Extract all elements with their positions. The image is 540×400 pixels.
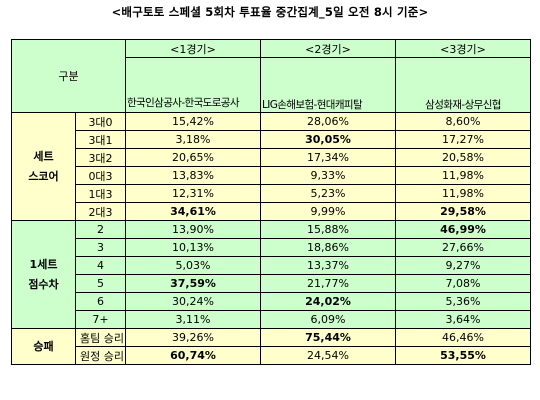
value-cell: 17,34% [260,148,396,167]
group-name-line1: 1세트 [29,257,58,271]
table-row: 원정 승리 60,74% 24,54% 53,55% [12,346,531,365]
value-cell: 11,98% [395,184,531,203]
table-row: 3대1 3,18% 30,05% 17,27% [12,130,531,149]
value-cell: 5,36% [395,292,531,311]
row-label: 3대1 [75,130,126,149]
table-row: 2대3 34,61% 9,99% 29,58% [12,202,531,221]
value-cell: 9,33% [260,166,396,185]
value-cell: 60,74% [125,346,261,365]
value-cell: 53,55% [395,346,531,365]
value-cell: 28,06% [260,112,396,131]
match-2-teams: LIG손해보험-현대캐피탈 [260,57,396,113]
value-cell: 13,83% [125,166,261,185]
value-cell: 13,37% [260,256,396,275]
row-label: 6 [75,292,126,311]
group-name-line1: 승패 [33,339,54,353]
row-label: 5 [75,274,126,293]
value-cell: 30,05% [260,130,396,149]
value-cell: 7,08% [395,274,531,293]
gubun-header: 구분 [11,39,126,113]
value-cell: 10,13% [125,238,261,257]
group-name-line2: 스코어 [28,169,59,183]
value-cell: 6,09% [260,310,396,329]
value-cell: 15,88% [260,220,396,239]
value-cell: 24,02% [260,292,396,311]
group-set-score: 세트 스코어 [11,112,76,221]
value-cell: 21,77% [260,274,396,293]
value-cell: 3,11% [125,310,261,329]
value-cell: 29,58% [395,202,531,221]
match-3-teams: 삼성화재-상무신협 [395,57,531,113]
value-cell: 5,23% [260,184,396,203]
table-row: 7+ 3,11% 6,09% 3,64% [12,310,531,329]
table-row: 6 30,24% 24,02% 5,36% [12,292,531,311]
header-row-labels: 구분 <1경기> <2경기> <3경기> [11,39,531,113]
match-3-label: <3경기> [395,39,531,58]
value-cell: 34,61% [125,202,261,221]
value-cell: 8,60% [395,112,531,131]
table-row: 1대3 12,31% 5,23% 11,98% [12,184,531,203]
value-cell: 9,99% [260,202,396,221]
row-label: 2 [75,220,126,239]
value-cell: 24,54% [260,346,396,365]
table-row: 5 37,59% 21,77% 7,08% [12,274,531,293]
row-label: 3대0 [75,112,126,131]
row-label: 3 [75,238,126,257]
table-row: 4 5,03% 13,37% 9,27% [12,256,531,275]
value-cell: 18,86% [260,238,396,257]
row-label: 0대3 [75,166,126,185]
value-cell: 9,27% [395,256,531,275]
row-label: 1대3 [75,184,126,203]
value-cell: 46,99% [395,220,531,239]
row-label: 홈팀 승리 [75,328,126,347]
value-cell: 3,18% [125,130,261,149]
value-cell: 20,58% [395,148,531,167]
value-cell: 13,90% [125,220,261,239]
group-win-loss: 승패 [11,328,76,365]
match-2-label: <2경기> [260,39,396,58]
page-title: <배구토토 스페셜 5회차 투표율 중간집계_5일 오전 8시 기준> [111,5,429,19]
value-cell: 30,24% [125,292,261,311]
value-cell: 3,64% [395,310,531,329]
match-1-label: <1경기> [125,39,261,58]
group-point-diff: 1세트 점수차 [11,220,76,329]
table-row: 세트 스코어 3대0 15,42% 28,06% 8,60% [11,112,531,221]
table-row: 승패 홈팀 승리 39,26% 75,44% 46,46% [11,328,531,365]
value-cell: 39,26% [125,328,261,347]
value-cell: 17,27% [395,130,531,149]
table-row: 0대3 13,83% 9,33% 11,98% [12,166,531,185]
value-cell: 20,65% [125,148,261,167]
group-name-line2: 점수차 [28,277,59,291]
value-cell: 11,98% [395,166,531,185]
value-cell: 15,42% [125,112,261,131]
header-row-teams: 한국인삼공사-한국도로공사 LIG손해보험-현대캐피탈 삼성화재-상무신협 [12,57,531,113]
value-cell: 27,66% [395,238,531,257]
value-cell: 75,44% [260,328,396,347]
value-cell: 46,46% [395,328,531,347]
match-1-teams: 한국인삼공사-한국도로공사 [125,57,261,113]
row-label: 3대2 [75,148,126,167]
row-label: 7+ [75,310,126,329]
row-label: 2대3 [75,202,126,221]
value-cell: 5,03% [125,256,261,275]
value-cell: 12,31% [125,184,261,203]
group-name-line1: 세트 [33,149,54,163]
table-row: 3대2 20,65% 17,34% 20,58% [12,148,531,167]
row-label: 원정 승리 [75,346,126,365]
row-label: 4 [75,256,126,275]
table-row: 1세트 점수차 2 13,90% 15,88% 46,99% [11,220,531,329]
value-cell: 37,59% [125,274,261,293]
vote-rate-table: 구분 <1경기> <2경기> <3경기> 한국인삼공사-한국도로공사 LIG손해… [11,39,531,365]
table-row: 3 10,13% 18,86% 27,66% [12,238,531,257]
